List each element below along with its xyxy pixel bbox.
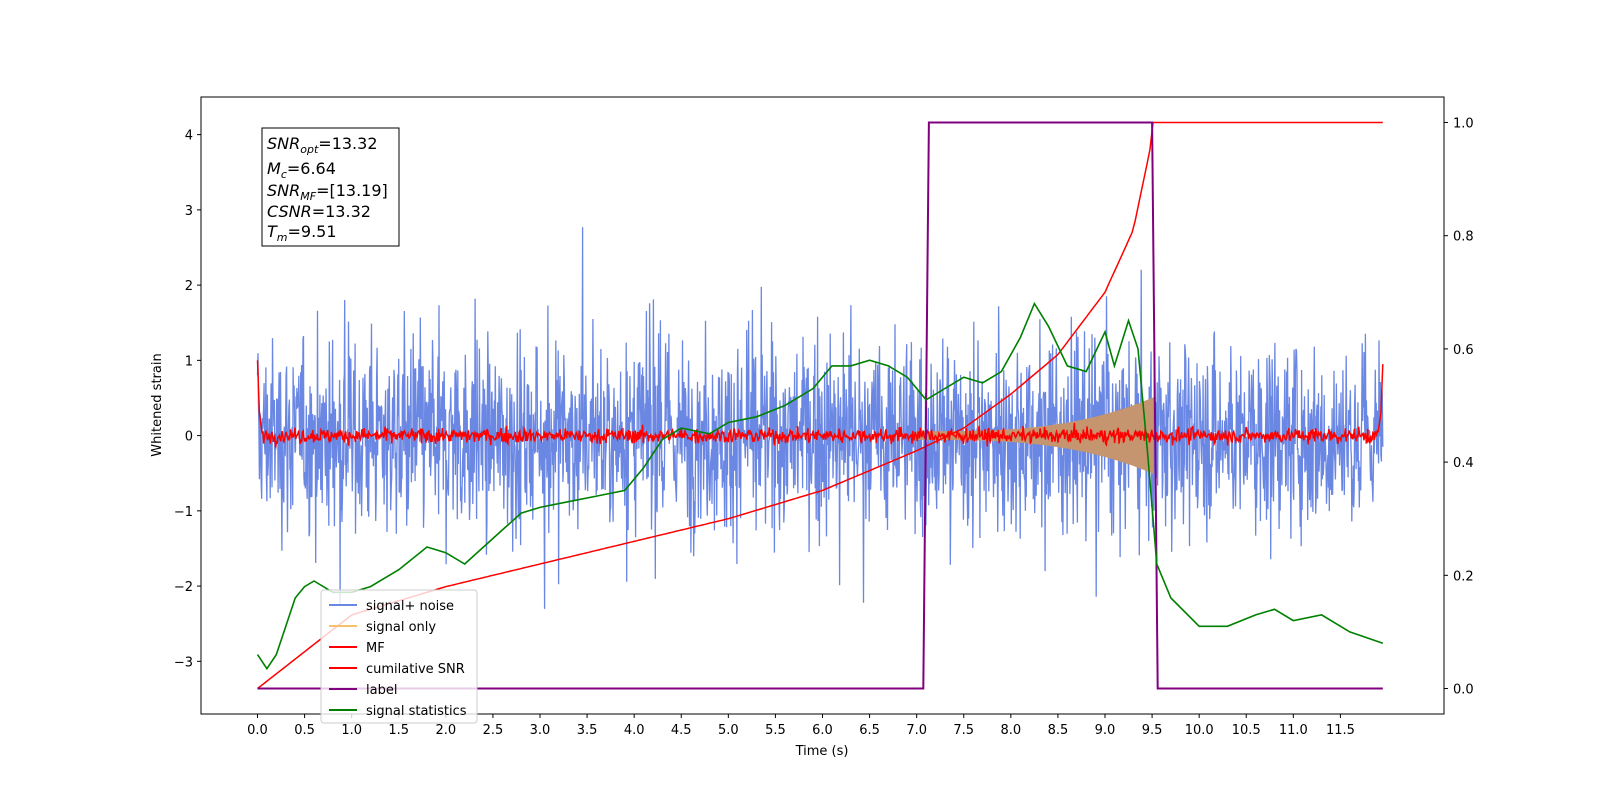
x-tick-label: 0.0 bbox=[247, 723, 268, 738]
x-axis-label: Time (s) bbox=[795, 744, 849, 759]
y2-tick-label: 0.4 bbox=[1453, 456, 1474, 471]
x-tick-label: 7.5 bbox=[953, 723, 974, 738]
legend-label: signal+ noise bbox=[366, 599, 454, 614]
x-tick-label: 9.0 bbox=[1095, 723, 1116, 738]
x-tick-label: 6.0 bbox=[812, 723, 833, 738]
x-tick-label: 4.5 bbox=[671, 723, 692, 738]
series-label bbox=[257, 121, 1383, 690]
x-tick-label: 10.0 bbox=[1185, 723, 1214, 738]
x-tick-label: 1.5 bbox=[388, 723, 409, 738]
series-signal-only bbox=[916, 397, 1154, 474]
y2-tick-label: 0.2 bbox=[1453, 569, 1474, 584]
legend-label: signal only bbox=[366, 620, 436, 635]
y-tick-label: 1 bbox=[185, 354, 193, 369]
y-tick-label: −2 bbox=[174, 580, 193, 595]
annotation-box: SNRopt=13.32 Mc=6.64 SNRMF=[13.19] CSNR=… bbox=[261, 127, 400, 247]
series-signal-noise bbox=[256, 227, 1384, 609]
x-tick-label: 8.0 bbox=[1000, 723, 1021, 738]
x-tick-label: 5.5 bbox=[765, 723, 786, 738]
x-tick-label: 1.0 bbox=[341, 723, 362, 738]
series-signal-statistics bbox=[256, 301, 1384, 671]
x-tick-label: 4.0 bbox=[624, 723, 645, 738]
x-tick-label: 2.5 bbox=[483, 723, 504, 738]
x-tick-label: 10.5 bbox=[1232, 723, 1261, 738]
series-mf bbox=[256, 360, 1384, 448]
x-tick-label: 0.5 bbox=[294, 723, 315, 738]
y-tick-label: 3 bbox=[185, 204, 193, 219]
annotation-csnr: CSNR=13.32 bbox=[267, 202, 371, 221]
y-axis-label: Whitened strain bbox=[150, 353, 165, 456]
annotation-snr-mf: SNRMF=[13.19] bbox=[267, 181, 388, 203]
legend-label: label bbox=[366, 683, 397, 698]
x-tick-label: 3.5 bbox=[577, 723, 598, 738]
y-tick-label: −1 bbox=[174, 505, 193, 520]
legend: signal+ noise signal only MF cumilative SNR… bbox=[320, 589, 478, 724]
y-tick-label: −3 bbox=[174, 655, 193, 670]
y2-tick-label: 0.8 bbox=[1453, 230, 1474, 245]
annotation-mc: Mc=6.64 bbox=[267, 159, 336, 181]
x-tick-label: 7.0 bbox=[906, 723, 927, 738]
legend-label: signal statistics bbox=[366, 704, 467, 719]
y-tick-label: 2 bbox=[185, 279, 193, 294]
x-tick-label: 3.0 bbox=[530, 723, 551, 738]
y2-tick-label: 0.6 bbox=[1453, 343, 1474, 358]
annotation-tm: Tm=9.51 bbox=[267, 222, 337, 244]
y2-tick-label: 1.0 bbox=[1453, 116, 1474, 131]
y-tick-label: 4 bbox=[185, 129, 193, 144]
x-tick-label: 5.0 bbox=[718, 723, 739, 738]
x-tick-label: 9.5 bbox=[1142, 723, 1163, 738]
legend-label: cumilative SNR bbox=[366, 662, 465, 677]
legend-label: MF bbox=[366, 641, 385, 656]
x-tick-label: 2.0 bbox=[435, 723, 456, 738]
y-tick-label: 0 bbox=[185, 430, 193, 445]
x-tick-label: 11.0 bbox=[1279, 723, 1308, 738]
x-tick-label: 6.5 bbox=[859, 723, 880, 738]
x-tick-label: 11.5 bbox=[1326, 723, 1355, 738]
y2-tick-label: 0.0 bbox=[1453, 683, 1474, 698]
x-tick-label: 8.5 bbox=[1048, 723, 1069, 738]
annotation-snr-opt: SNRopt=13.32 bbox=[267, 134, 378, 156]
